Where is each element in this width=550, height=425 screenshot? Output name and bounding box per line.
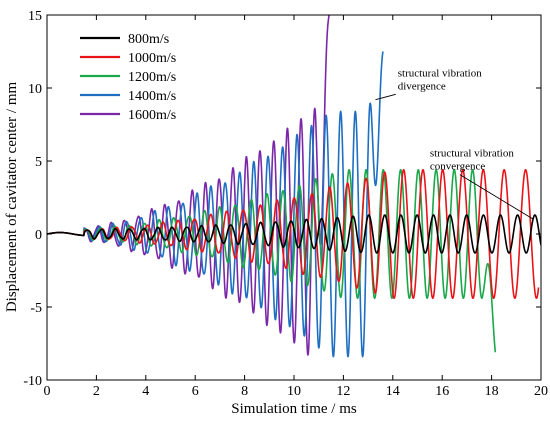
y-axis-title: Displacement of cavitator center / mm [4, 82, 20, 313]
annotation-text: structural vibration [430, 148, 515, 160]
x-tick-label: 14 [386, 384, 400, 399]
legend-label: 800m/s [128, 32, 169, 47]
annotation-arrow [375, 93, 396, 101]
legend-label: 1600m/s [128, 108, 176, 123]
y-tick-label: 0 [35, 228, 42, 243]
y-tick-label: -5 [30, 301, 42, 316]
legend-label: 1200m/s [128, 70, 176, 85]
x-tick-label: 18 [485, 384, 499, 399]
axis-ticks [46, 14, 542, 381]
x-tick-label: 2 [93, 384, 100, 399]
legend-label: 1000m/s [128, 51, 176, 66]
x-tick-label: 0 [44, 384, 51, 399]
x-tick-label: 12 [336, 384, 350, 399]
x-tick-label: 4 [142, 384, 149, 399]
x-tick-label: 8 [241, 384, 248, 399]
axis-tick-labels: 0 2 4 6 8 10 12 14 16 18 20 -10 -5 0 5 10 15 [23, 9, 548, 399]
y-tick-label: 10 [28, 82, 42, 97]
annotation-text: structural vibration [398, 67, 483, 79]
x-tick-label: 6 [192, 384, 199, 399]
series-lines [47, 15, 541, 358]
y-tick-label: -10 [23, 374, 42, 389]
y-tick-label: 15 [28, 9, 42, 24]
legend: 800m/s 1000m/s 1200m/s 1400m/s 1600m/s [80, 32, 176, 123]
annotation-arrow [459, 174, 534, 220]
annotation-text: divergence [398, 80, 446, 92]
x-tick-label: 10 [287, 384, 301, 399]
x-tick-label: 20 [534, 384, 548, 399]
legend-label: 1400m/s [128, 89, 176, 104]
x-axis-title: Simulation time / ms [231, 401, 357, 417]
y-tick-label: 5 [35, 155, 42, 170]
series-line-800ms [47, 214, 541, 254]
annotations: structural vibrationdivergencestructural… [375, 67, 534, 220]
annotation-text: convergence [430, 161, 485, 173]
series-line-1000ms [47, 168, 540, 300]
x-tick-label: 16 [435, 384, 449, 399]
